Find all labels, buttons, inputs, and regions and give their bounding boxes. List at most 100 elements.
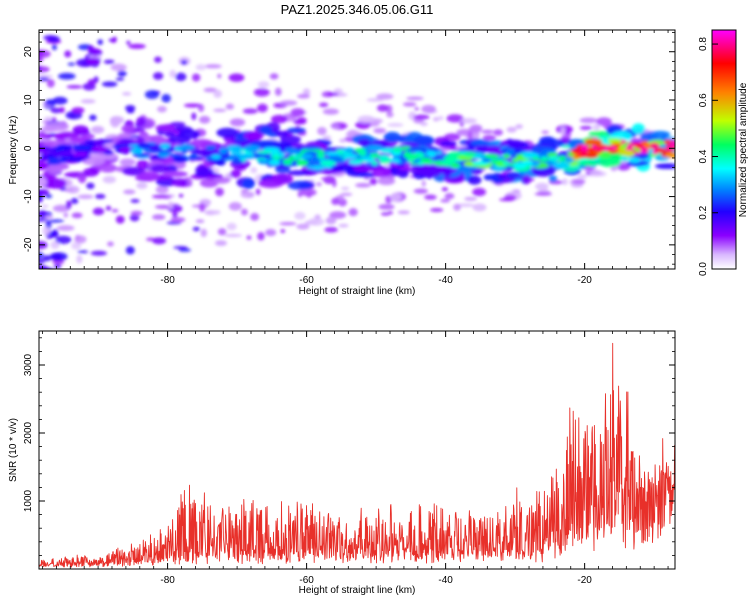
heatmap-noise-blob: [265, 229, 277, 237]
heatmap-core-blob: [360, 156, 373, 161]
heatmap-noise-blob: [71, 242, 82, 250]
heatmap-noise-blob: [49, 252, 68, 261]
heatmap-band-blob: [155, 124, 176, 132]
heatmap-core-blob: [513, 162, 527, 169]
heatmap-noise-blob: [94, 193, 106, 200]
heatmap-core-blob: [268, 159, 280, 166]
heatmap-noise-blob: [168, 201, 174, 210]
heatmap-band-blob: [287, 180, 313, 190]
heatmap-noise-blob: [340, 192, 353, 197]
heatmap-noise-blob: [51, 44, 57, 51]
heatmap-noise-blob: [402, 102, 417, 107]
heatmap-band-blob: [442, 167, 453, 178]
heatmap-noise-blob: [378, 203, 395, 210]
heatmap-core-blob: [298, 162, 307, 166]
heatmap-band-blob: [631, 123, 646, 135]
heatmap-core-blob: [649, 142, 660, 150]
heatmap-band-blob: [118, 132, 132, 139]
heatmap-noise-blob: [481, 129, 494, 134]
heatmap-core-blob: [257, 150, 272, 154]
heatmap-band-blob: [439, 140, 457, 147]
heatmap-band-blob: [243, 131, 264, 140]
heatmap-core-blob: [292, 150, 302, 155]
heatmap-band-blob: [250, 140, 274, 148]
heatmap-noise-blob: [191, 112, 197, 121]
heatmap-noise-blob: [242, 108, 258, 114]
heatmap-band-blob: [393, 169, 410, 175]
snr-ytick-label: 3000: [23, 353, 34, 376]
colorbar: 0.0 0.2 0.4 0.6 0.8 Normalized spectral ampl…: [698, 29, 749, 276]
heatmap-core-blob: [481, 158, 492, 163]
heatmap-peak-blob: [637, 144, 642, 148]
heatmap-noise-blob: [46, 219, 65, 223]
heatmap-core-blob: [607, 138, 622, 145]
heatmap-noise-blob: [161, 94, 171, 103]
heatmap-core-blob: [282, 158, 293, 166]
heatmap-peak-blob: [639, 149, 648, 154]
heatmap-core-blob: [503, 153, 510, 159]
spectrogram-xtick-label: -40: [438, 275, 453, 286]
heatmap-noise-blob: [191, 73, 201, 82]
heatmap-core-blob: [305, 164, 316, 169]
heatmap-noise-blob: [50, 107, 63, 114]
heatmap-core-blob: [159, 143, 171, 149]
heatmap-core-blob: [546, 152, 558, 158]
heatmap-noise-blob: [217, 73, 222, 79]
heatmap-noise-blob: [125, 104, 136, 112]
heatmap-peak-blob: [580, 144, 589, 149]
heatmap-noise-blob: [355, 182, 372, 188]
heatmap-band-blob: [598, 156, 621, 168]
heatmap-noise-blob: [152, 72, 164, 80]
heatmap-noise-blob: [80, 99, 96, 104]
heatmap-noise-blob: [440, 198, 450, 203]
heatmap-core-blob: [251, 153, 268, 157]
heatmap-band-blob: [483, 173, 499, 181]
heatmap-core-blob: [531, 156, 540, 161]
heatmap-noise-blob: [225, 103, 235, 110]
heatmap-noise-blob: [460, 118, 477, 124]
heatmap-noise-blob: [128, 43, 146, 49]
heatmap-noise-blob: [45, 194, 53, 199]
heatmap-noise-blob: [420, 121, 428, 126]
heatmap-noise-blob: [154, 204, 173, 209]
heatmap-noise-blob: [406, 96, 424, 101]
heatmap-core-blob: [427, 150, 437, 157]
heatmap-noise-blob: [535, 182, 549, 191]
heatmap-noise-blob: [92, 207, 105, 216]
heatmap-noise-blob: [37, 273, 46, 279]
heatmap-core-blob: [46, 160, 62, 165]
heatmap-noise-blob: [326, 92, 339, 96]
heatmap-noise-blob: [43, 271, 51, 275]
heatmap-noise-blob: [59, 106, 65, 114]
heatmap-core-blob: [378, 155, 390, 161]
heatmap-core-blob: [664, 139, 671, 145]
heatmap-noise-blob: [89, 114, 97, 121]
heatmap-noise-blob: [169, 69, 177, 78]
heatmap-band-blob: [483, 145, 503, 152]
heatmap-core-blob: [72, 144, 90, 151]
heatmap-noise-blob: [293, 119, 307, 125]
heatmap-band-blob: [136, 159, 150, 170]
heatmap-noise-blob: [596, 117, 612, 127]
heatmap-noise-blob: [71, 212, 83, 219]
heatmap-peak-blob: [609, 146, 617, 150]
heatmap-noise-blob: [616, 163, 631, 171]
heatmap-band-blob: [275, 130, 289, 138]
colorbar-tick-label: 0.4: [698, 149, 709, 163]
heatmap-noise-blob: [213, 108, 227, 113]
heatmap-band-blob: [279, 135, 302, 144]
heatmap-core-blob: [70, 157, 80, 163]
heatmap-band-blob: [162, 170, 188, 178]
heatmap-core-blob: [484, 154, 499, 159]
heatmap-band-blob: [152, 135, 166, 146]
heatmap-noise-blob: [229, 118, 246, 127]
heatmap-noise-blob: [144, 90, 160, 99]
heatmap-noise-blob: [173, 246, 188, 250]
heatmap-core-blob: [93, 139, 106, 147]
heatmap-core-blob: [548, 155, 561, 162]
heatmap-peak-blob: [579, 148, 589, 152]
snr-series-line: [39, 342, 675, 568]
heatmap-noise-blob: [241, 208, 248, 216]
heatmap-noise-blob: [86, 57, 100, 65]
heatmap-core-blob: [316, 152, 325, 159]
